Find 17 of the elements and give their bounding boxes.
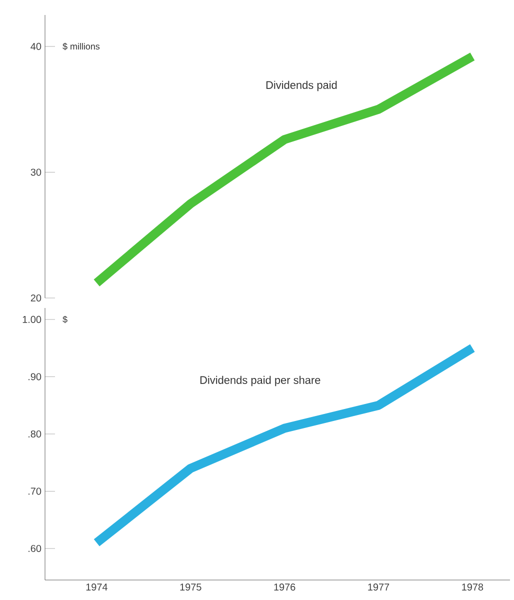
x-tick-label: 1974 — [86, 584, 108, 591]
x-tick-label: 1978 — [462, 584, 484, 591]
y-tick-label: 30 — [30, 168, 42, 176]
x-tick-label: 1977 — [368, 584, 390, 591]
y-tick-label: .90 — [28, 373, 42, 380]
y-tick-label: 20 — [30, 294, 42, 302]
x-tick-label: 1975 — [180, 584, 202, 591]
y-axis-title: $ millions — [62, 42, 100, 50]
text: Dividends paid — [266, 80, 337, 92]
y-tick-label: .60 — [28, 544, 42, 552]
y-axis-title: $ — [62, 316, 68, 324]
text: Dividends paid per share — [200, 376, 320, 386]
y-tick-label: 1.00 — [22, 316, 42, 323]
y-tick-label: .70 — [28, 488, 42, 495]
y-tick-label: .80 — [28, 430, 42, 438]
x-tick-label: 1976 — [274, 584, 296, 591]
y-tick-label: 40 — [30, 42, 42, 50]
